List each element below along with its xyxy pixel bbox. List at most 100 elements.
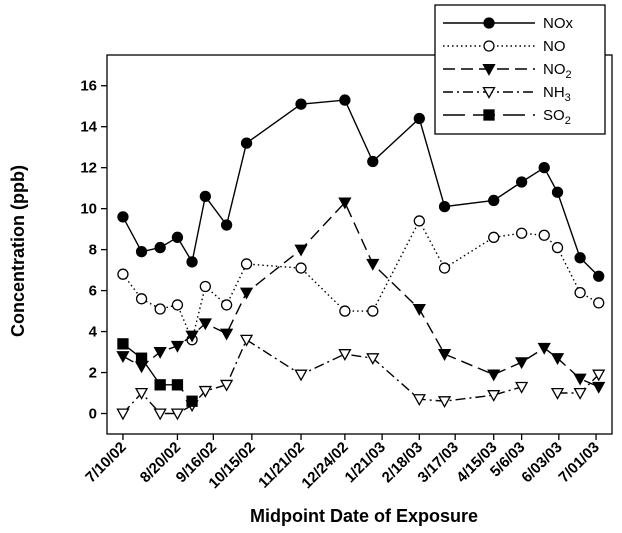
data-point: [438, 262, 451, 274]
data-point: [339, 305, 351, 317]
data-point: [198, 385, 212, 398]
data-point: [338, 349, 352, 361]
data-point: [551, 241, 564, 254]
data-point: [135, 246, 148, 258]
series-layer: [116, 94, 606, 421]
data-point: [573, 387, 587, 400]
x-axis-label: Midpoint Date of Exposure: [250, 506, 478, 526]
data-point: [550, 387, 565, 400]
data-point: [487, 390, 501, 402]
data-point: [412, 303, 426, 316]
data-point: [339, 94, 351, 106]
legend-label: NO2: [543, 61, 572, 81]
data-point: [294, 244, 308, 257]
data-point: [537, 342, 551, 355]
x-tick-label: 7/01/03: [555, 439, 602, 486]
data-point: [338, 197, 352, 210]
series-2: [116, 197, 606, 394]
data-point: [239, 334, 254, 347]
series-line: [122, 219, 600, 343]
x-tick-label: 12/24/02: [298, 439, 351, 492]
data-point: [199, 190, 211, 203]
x-tick-label: 7/10/02: [82, 439, 129, 486]
data-point: [170, 408, 185, 421]
data-point: [186, 395, 198, 407]
data-point: [412, 394, 426, 407]
data-point: [198, 318, 212, 331]
data-point: [170, 340, 185, 353]
data-point: [437, 349, 452, 361]
data-point: [116, 351, 130, 363]
data-point: [134, 387, 149, 400]
data-point: [538, 229, 550, 241]
data-point: [116, 408, 130, 421]
legend-marker: [483, 40, 495, 52]
data-point: [186, 256, 198, 268]
x-tick-label: 1/21/03: [342, 439, 389, 486]
series-line: [122, 201, 599, 388]
legend-label: NH3: [543, 84, 571, 104]
x-tick-label: 6/03/03: [518, 439, 565, 486]
y-tick-label: 2: [89, 365, 97, 382]
data-point: [240, 258, 253, 270]
legend-label: NOx: [543, 15, 574, 32]
data-point: [220, 219, 233, 231]
y-tick-label: 10: [80, 201, 97, 218]
data-point: [437, 396, 452, 409]
data-point: [366, 353, 380, 366]
data-point: [154, 241, 166, 254]
data-point: [240, 137, 253, 149]
data-point: [515, 227, 528, 239]
data-point: [538, 162, 550, 174]
data-point: [117, 338, 129, 350]
data-point: [515, 357, 529, 370]
data-point: [220, 299, 233, 311]
legend-marker: [482, 86, 496, 99]
data-point: [171, 379, 184, 391]
data-point: [154, 303, 166, 315]
y-axis: 0 2 4 6 8 10 12 14 16: [80, 78, 107, 423]
data-point: [153, 347, 167, 359]
data-point: [367, 155, 379, 168]
y-tick-label: 8: [89, 242, 97, 259]
data-point: [593, 297, 605, 309]
y-tick-label: 16: [80, 78, 97, 95]
data-point: [135, 352, 148, 364]
data-point: [593, 270, 605, 282]
x-tick-label: 11/21/02: [255, 439, 308, 492]
series-1: [117, 215, 605, 346]
y-tick-label: 0: [89, 406, 97, 423]
data-point: [171, 299, 184, 311]
data-point: [592, 381, 606, 394]
data-point: [515, 381, 529, 394]
legend-label: NO: [543, 38, 566, 55]
data-point: [171, 231, 184, 243]
data-point: [154, 379, 166, 391]
data-point: [438, 200, 451, 213]
data-point: [295, 98, 307, 110]
y-tick-label: 6: [89, 283, 97, 300]
data-point: [367, 305, 379, 317]
series-4: [117, 338, 198, 407]
plot-area: [106, 54, 613, 435]
data-point: [550, 353, 565, 366]
legend: NOx NO NO2 NH3 SO2: [434, 4, 606, 135]
data-point: [295, 262, 307, 274]
data-point: [117, 211, 129, 223]
data-point: [551, 186, 564, 198]
data-point: [573, 373, 587, 386]
x-axis: 7/10/02 8/20/029/16/0210/15/0211/21/0212/…: [82, 434, 603, 492]
data-point: [239, 287, 254, 300]
data-point: [574, 252, 586, 264]
data-point: [199, 280, 211, 293]
series-line: [122, 338, 522, 415]
legend-marker: [483, 17, 495, 29]
x-tick-label: 3/17/03: [415, 439, 462, 486]
data-point: [515, 176, 528, 188]
data-point: [488, 231, 500, 243]
data-point: [488, 194, 500, 207]
data-point: [366, 258, 380, 271]
legend-label: SO2: [543, 107, 571, 127]
data-point: [592, 369, 606, 382]
